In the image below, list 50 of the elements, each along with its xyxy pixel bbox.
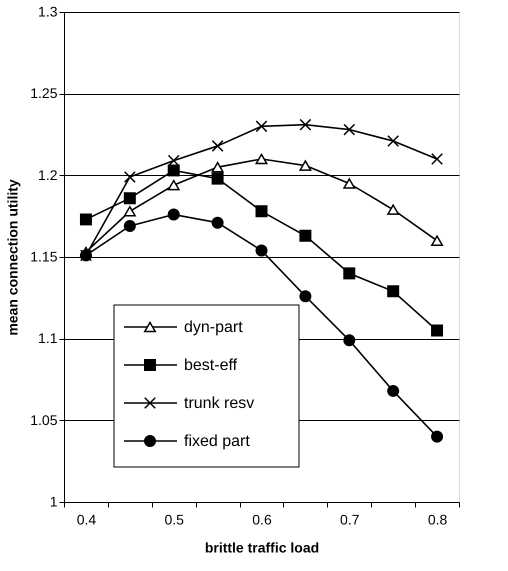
- point: [431, 324, 444, 336]
- point: [212, 140, 224, 152]
- x-tick-label: 0.4: [76, 512, 96, 528]
- point: [124, 170, 136, 183]
- point: [387, 285, 400, 298]
- point: [256, 120, 268, 132]
- point: [256, 205, 268, 218]
- legend-label: trunk resv: [184, 395, 254, 412]
- point: [124, 206, 136, 217]
- x-tick-label: 0.7: [340, 512, 360, 528]
- x-tick-label: 0.6: [252, 512, 272, 528]
- point: [168, 208, 180, 221]
- x-axis-title: brittle traffic load: [204, 540, 320, 556]
- point: [299, 290, 312, 302]
- y-tick-label: 1.2: [38, 166, 58, 183]
- point: [387, 384, 400, 397]
- point: [343, 267, 356, 280]
- y-axis-title: mean connection utility: [4, 179, 20, 336]
- point: [299, 160, 312, 171]
- point: [343, 178, 356, 189]
- y-tick-label: 1.25: [30, 85, 58, 102]
- point: [168, 180, 180, 190]
- point: [168, 164, 180, 176]
- legend-label: dyn-part: [184, 319, 244, 336]
- y-tick-label: 1.3: [38, 4, 58, 20]
- point: [212, 216, 224, 229]
- point: [256, 244, 268, 256]
- y-tick-label: 1.1: [38, 330, 58, 346]
- point: [431, 430, 444, 443]
- point: [212, 172, 224, 185]
- point: [431, 153, 444, 165]
- point: [212, 162, 224, 172]
- point: [124, 220, 136, 232]
- x-tick-label: 0.5: [164, 512, 184, 528]
- point: [387, 135, 400, 148]
- point: [80, 213, 92, 226]
- point: [387, 204, 400, 215]
- x-tick-label: 0.8: [428, 512, 448, 528]
- y-tick-label: 1: [50, 494, 58, 510]
- point: [343, 334, 356, 346]
- point: [299, 118, 312, 131]
- legend-label: fixed part: [184, 433, 250, 450]
- point: [431, 235, 444, 246]
- legend-label: best-eff: [184, 357, 238, 374]
- y-tick-label: 1.15: [30, 248, 58, 264]
- point: [124, 192, 136, 204]
- point: [343, 124, 356, 136]
- point: [299, 230, 312, 242]
- y-tick-label: 1.05: [30, 412, 58, 428]
- point: [256, 154, 268, 164]
